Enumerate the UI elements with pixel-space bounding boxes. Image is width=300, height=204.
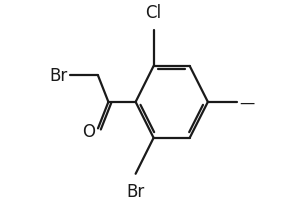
Text: Cl: Cl [146,3,162,21]
Text: O: O [82,123,95,141]
Text: Br: Br [49,67,67,85]
Text: —: — [239,95,254,110]
Text: Br: Br [127,182,145,200]
